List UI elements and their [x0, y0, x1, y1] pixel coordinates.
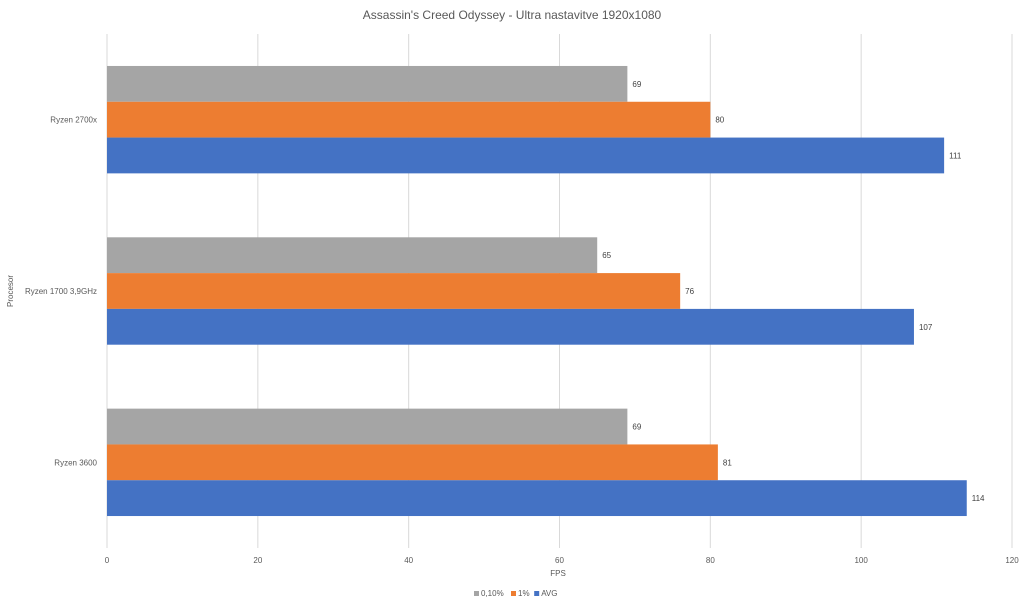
x-tick-label: 100	[854, 556, 868, 565]
x-axis-ticks: 0 20 40 60 80 100 120	[105, 556, 1019, 565]
bar	[107, 101, 711, 138]
x-tick-label: 80	[706, 556, 715, 565]
x-tick-label: 0	[105, 556, 110, 565]
data-label: 111	[949, 151, 962, 160]
x-tick-label: 60	[555, 556, 564, 565]
y-axis-categories: Ryzen 2700x Ryzen 1700 3,9GHz Ryzen 3600	[25, 116, 98, 468]
data-label: 69	[632, 423, 641, 432]
bars	[107, 65, 967, 517]
legend-label: 1%	[518, 589, 530, 598]
bar	[107, 237, 598, 274]
data-label: 80	[715, 116, 724, 125]
bar	[107, 65, 628, 102]
chart-title: Assassin's Creed Odyssey - Ultra nastavi…	[363, 8, 662, 22]
y-category-label: Ryzen 2700x	[50, 116, 97, 125]
x-tick-label: 40	[404, 556, 413, 565]
data-label: 107	[919, 323, 933, 332]
data-label: 69	[632, 80, 641, 89]
x-axis-title: FPS	[550, 569, 566, 578]
bar	[107, 408, 628, 445]
bar	[107, 137, 945, 174]
bar	[107, 308, 914, 345]
data-label: 65	[602, 251, 611, 260]
y-axis-title: Procesor	[6, 275, 15, 307]
data-label: 76	[685, 287, 694, 296]
data-label: 114	[972, 494, 985, 503]
legend-label: AVG	[541, 589, 557, 598]
bar	[107, 480, 967, 517]
x-tick-label: 120	[1005, 556, 1019, 565]
y-category-label: Ryzen 1700 3,9GHz	[25, 287, 97, 296]
data-label: 81	[723, 458, 732, 467]
bar	[107, 444, 718, 481]
bar	[107, 273, 681, 309]
data-labels: 69 80 111 65 76 107 69 81 114	[602, 80, 985, 503]
legend: 0,10% 1% AVG	[474, 589, 558, 598]
x-tick-label: 20	[253, 556, 262, 565]
y-category-label: Ryzen 3600	[54, 458, 97, 467]
legend-swatch	[511, 591, 516, 596]
legend-swatch	[534, 591, 540, 596]
legend-swatch	[474, 591, 479, 596]
legend-label: 0,10%	[481, 589, 504, 598]
